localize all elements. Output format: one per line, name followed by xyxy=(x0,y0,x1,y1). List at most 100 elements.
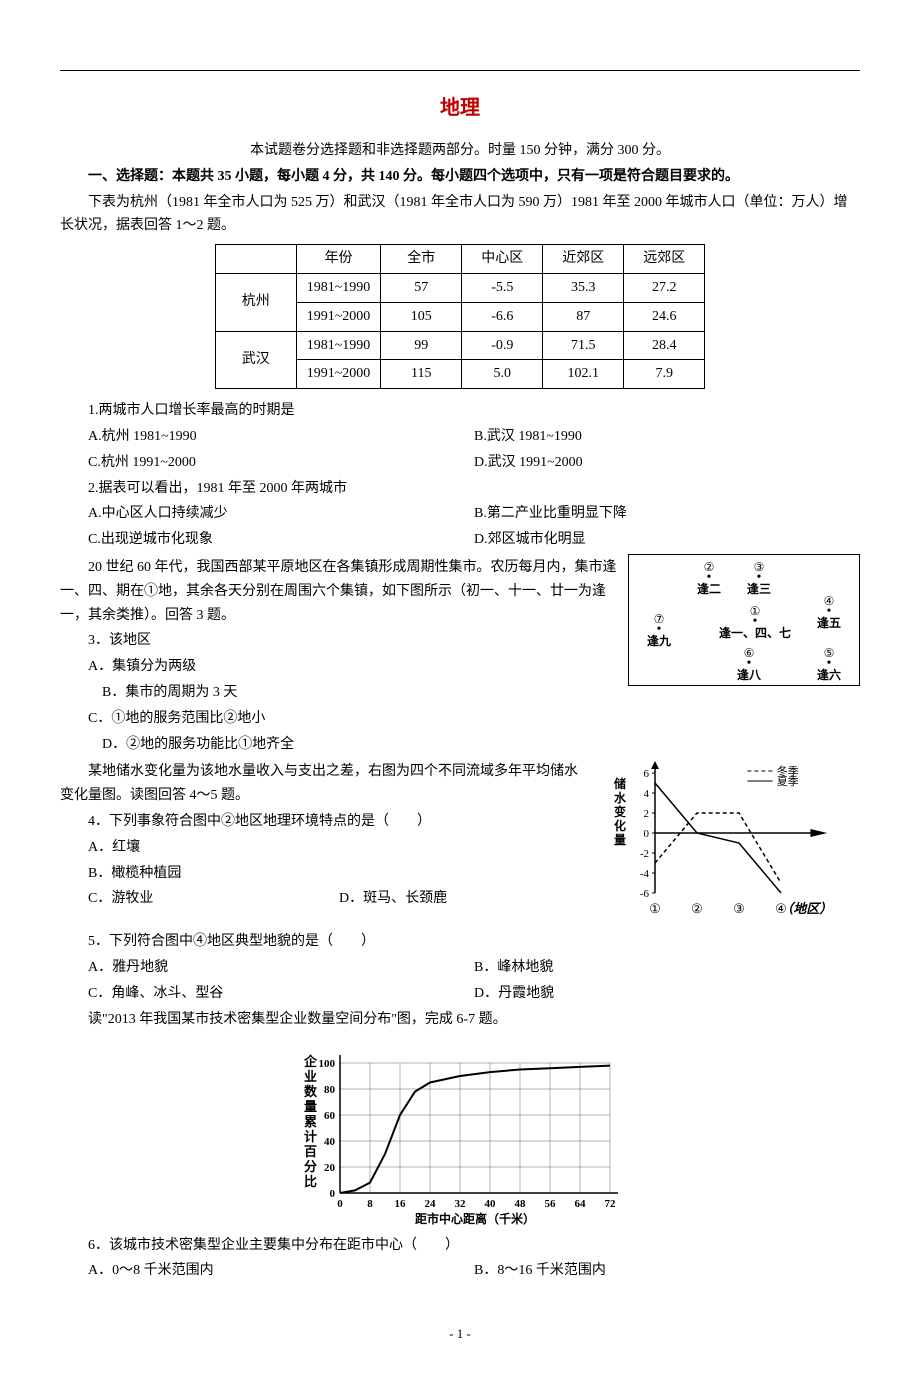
svg-text:4: 4 xyxy=(644,788,650,800)
market-node: ⑥•逢八 xyxy=(737,647,761,682)
q2-stem: 2.据表可以看出，1981 年至 2000 年两城市 xyxy=(60,477,860,501)
section-1-heading: 一、选择题：本题共 35 小题，每小题 4 分，共 140 分。每小题四个选项中… xyxy=(60,165,860,189)
svg-text:0: 0 xyxy=(644,828,650,840)
market-node: ④•逢五 xyxy=(817,595,841,630)
q5-stem: 5．下列符合图中④地区典型地貌的是（ ） xyxy=(60,930,860,954)
market-node: ①•逢一、四、七 xyxy=(719,605,791,640)
q2-opt-b: B.第二产业比重明显下降 xyxy=(474,502,860,526)
q1-opt-d: D.武汉 1991~2000 xyxy=(474,451,860,475)
svg-text:16: 16 xyxy=(395,1198,407,1210)
svg-text:比: 比 xyxy=(304,1174,317,1189)
q2-opt-d: D.郊区城市化明显 xyxy=(474,528,860,552)
passage-q4q5: 某地储水变化量为该地水量收入与支出之差，右图为四个不同流域多年平均储水变化量图。… xyxy=(60,760,590,808)
svg-text:（地区）: （地区） xyxy=(780,901,832,916)
svg-text:-4: -4 xyxy=(640,868,650,880)
passage-q6q7: 读"2013 年我国某市技术密集型企业数量空间分布"图，完成 6-7 题。 xyxy=(60,1008,860,1032)
svg-text:48: 48 xyxy=(515,1198,527,1210)
q3-stem: 3．该地区 xyxy=(60,629,618,653)
svg-text:20: 20 xyxy=(324,1162,336,1174)
q6-opt-b: B．8～16 千米范围内 xyxy=(474,1259,860,1283)
th-year: 年份 xyxy=(296,245,381,274)
th-near: 近郊区 xyxy=(543,245,624,274)
svg-text:百: 百 xyxy=(304,1144,317,1159)
svg-text:量: 量 xyxy=(614,833,626,847)
svg-text:②: ② xyxy=(691,901,703,916)
q3-opt-c: C．①地的服务范围比②地小 xyxy=(60,707,618,731)
intro-line: 本试题卷分选择题和非选择题两部分。时量 150 分钟，满分 300 分。 xyxy=(60,139,860,163)
svg-text:变: 变 xyxy=(614,804,626,819)
svg-text:累: 累 xyxy=(304,1114,317,1129)
q1-opts-row2: C.杭州 1991~2000 D.武汉 1991~2000 xyxy=(60,451,860,475)
q1-opt-a: A.杭州 1981~1990 xyxy=(88,425,474,449)
q4-opt-a: A．红壤 xyxy=(60,836,590,860)
svg-text:40: 40 xyxy=(485,1198,497,1210)
q4-opt-d: D．斑马、长颈鹿 xyxy=(339,887,590,911)
market-node: ③•逢三 xyxy=(747,561,771,596)
table-header-row: 年份 全市 中心区 近郊区 远郊区 xyxy=(215,245,705,274)
svg-text:0: 0 xyxy=(330,1188,336,1200)
svg-text:业: 业 xyxy=(304,1069,317,1084)
svg-text:计: 计 xyxy=(304,1129,317,1144)
top-rule xyxy=(60,70,860,71)
q1-opt-c: C.杭州 1991~2000 xyxy=(88,451,474,475)
th-blank xyxy=(215,245,296,274)
svg-text:100: 100 xyxy=(319,1058,336,1070)
q6-opts-row1: A．0～8 千米范围内 B．8～16 千米范围内 xyxy=(60,1259,860,1283)
svg-text:夏季: 夏季 xyxy=(777,775,799,788)
page-number: - 1 - xyxy=(60,1323,860,1345)
q2-opts-row1: A.中心区人口持续减少 B.第二产业比重明显下降 xyxy=(60,502,860,526)
city-hangzhou: 杭州 xyxy=(215,273,296,331)
q3-opt-d: D．②地的服务功能比①地齐全 xyxy=(60,733,618,757)
market-node: ②•逢二 xyxy=(697,561,721,596)
q2-opt-c: C.出现逆城市化现象 xyxy=(88,528,474,552)
q2-opt-a: A.中心区人口持续减少 xyxy=(88,502,474,526)
svg-text:-6: -6 xyxy=(640,888,650,900)
q5-opt-d: D．丹霞地貌 xyxy=(474,982,860,1006)
q1-opts-row1: A.杭州 1981~1990 B.武汉 1981~1990 xyxy=(60,425,860,449)
th-far: 远郊区 xyxy=(624,245,705,274)
q6-stem: 6．该城市技术密集型企业主要集中分布在距市中心（ ） xyxy=(60,1234,860,1258)
q1-opt-b: B.武汉 1981~1990 xyxy=(474,425,860,449)
svg-text:量: 量 xyxy=(304,1099,317,1114)
q5-opt-b: B．峰林地貌 xyxy=(474,956,860,980)
passage-q1q2: 下表为杭州（1981 年全市人口为 525 万）和武汉（1981 年全市人口为 … xyxy=(60,191,860,239)
page-title: 地理 xyxy=(60,91,860,125)
tech-enterprise-chart: 020406080100081624324048566472企业数量累计百分比距… xyxy=(280,1038,640,1228)
svg-text:80: 80 xyxy=(324,1084,336,1096)
svg-text:32: 32 xyxy=(455,1198,467,1210)
q5-opt-a: A．雅丹地貌 xyxy=(88,956,474,980)
q5-opts-row2: C．角峰、冰斗、型谷 D．丹霞地貌 xyxy=(60,982,860,1006)
svg-text:8: 8 xyxy=(367,1198,373,1210)
svg-text:企: 企 xyxy=(303,1054,318,1069)
svg-text:-2: -2 xyxy=(640,848,649,860)
table-row: 武汉 1981~1990 99 -0.9 71.5 28.4 xyxy=(215,331,705,360)
svg-text:0: 0 xyxy=(337,1198,343,1210)
q5-opts-row1: A．雅丹地貌 B．峰林地貌 xyxy=(60,956,860,980)
svg-text:60: 60 xyxy=(324,1110,336,1122)
svg-text:2: 2 xyxy=(644,808,650,820)
svg-text:40: 40 xyxy=(324,1136,336,1148)
q2-opts-row2: C.出现逆城市化现象 D.郊区城市化明显 xyxy=(60,528,860,552)
svg-text:分: 分 xyxy=(304,1159,317,1174)
svg-text:72: 72 xyxy=(605,1198,617,1210)
q6-opt-a: A．0～8 千米范围内 xyxy=(88,1259,474,1283)
svg-text:①: ① xyxy=(649,901,661,916)
th-center: 中心区 xyxy=(462,245,543,274)
q1-stem: 1.两城市人口增长率最高的时期是 xyxy=(60,399,860,423)
water-chart-svg: -6-4-20246储水变化量①②③④（地区）冬季夏季 xyxy=(600,758,860,928)
svg-text:水: 水 xyxy=(614,790,627,805)
city-wuhan: 武汉 xyxy=(215,331,296,389)
passage-q3: 20 世纪 60 年代，我国西部某平原地区在各集镇形成周期性集市。农历每月内，集… xyxy=(60,556,618,627)
q4-opt-c: C．游牧业 xyxy=(88,887,339,911)
market-node: ⑦•逢九 xyxy=(647,613,671,648)
q4-stem: 4．下列事象符合图中②地区地理环境特点的是（ ） xyxy=(60,810,590,834)
svg-text:③: ③ xyxy=(733,901,745,916)
market-diagram: ②•逢二③•逢三①•逢一、四、七④•逢五⑤•逢六⑥•逢八⑦•逢九 xyxy=(628,554,860,686)
svg-text:6: 6 xyxy=(644,768,650,780)
water-storage-chart: -6-4-20246储水变化量①②③④（地区）冬季夏季 xyxy=(600,758,860,928)
svg-text:24: 24 xyxy=(425,1198,437,1210)
svg-text:数: 数 xyxy=(304,1084,318,1099)
svg-text:化: 化 xyxy=(614,818,626,833)
table-row: 杭州 1981~1990 57 -5.5 35.3 27.2 xyxy=(215,273,705,302)
svg-text:距市中心距离（千米）: 距市中心距离（千米） xyxy=(415,1211,535,1226)
